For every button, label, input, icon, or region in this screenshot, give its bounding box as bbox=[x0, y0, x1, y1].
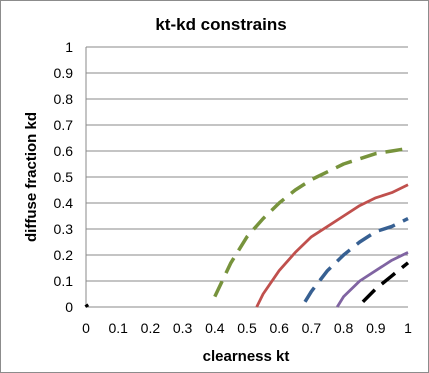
y-tick-label-5: 0.5 bbox=[54, 169, 74, 185]
x-tick-labels: 0 0.1 0.2 0.3 0.4 0.5 0.6 0.7 0.8 0.9 1 bbox=[82, 320, 412, 336]
x-tick-label-9: 0.9 bbox=[366, 320, 386, 336]
y-tick-label-9: 0.9 bbox=[54, 65, 74, 81]
x-tick-label-5: 0.5 bbox=[237, 320, 257, 336]
series-line-5 bbox=[361, 261, 410, 304]
y-tick-label-3: 0.3 bbox=[54, 221, 74, 237]
y-tick-label-2: 0.2 bbox=[54, 247, 74, 263]
series-line-6 bbox=[84, 303, 90, 308]
y-tick-label-6: 0.6 bbox=[54, 143, 74, 159]
series-line-3 bbox=[303, 217, 409, 303]
y-tick-label-10: 1 bbox=[65, 39, 73, 55]
y-tick-label-4: 0.4 bbox=[54, 195, 74, 211]
x-tick-label-6: 0.6 bbox=[269, 320, 289, 336]
y-tick-label-7: 0.7 bbox=[54, 117, 74, 133]
series-line-4 bbox=[336, 251, 409, 308]
chart-title: kt-kd constrains bbox=[155, 15, 286, 34]
series-lines bbox=[84, 146, 410, 308]
x-tick-label-2: 0.2 bbox=[141, 320, 161, 336]
series-line-2 bbox=[255, 183, 409, 308]
x-axis-title: clearness kt bbox=[203, 348, 290, 365]
x-tick-label-8: 0.8 bbox=[334, 320, 354, 336]
y-axis-title: diffuse fraction kd bbox=[23, 112, 40, 242]
x-tick-label-10: 1 bbox=[404, 320, 412, 336]
y-tick-label-0: 0 bbox=[65, 299, 73, 315]
x-tick-label-1: 0.1 bbox=[108, 320, 128, 336]
x-tick-label-0: 0 bbox=[82, 320, 90, 336]
y-tick-label-8: 0.8 bbox=[54, 91, 74, 107]
gridlines bbox=[86, 46, 408, 282]
y-tick-label-1: 0.1 bbox=[54, 273, 74, 289]
x-tick-label-3: 0.3 bbox=[173, 320, 193, 336]
series-line-1 bbox=[213, 146, 409, 298]
y-tick-labels: 0 0.1 0.2 0.3 0.4 0.5 0.6 0.7 0.8 0.9 1 bbox=[54, 39, 74, 315]
x-tick-label-7: 0.7 bbox=[302, 320, 322, 336]
x-tick-label-4: 0.4 bbox=[205, 320, 225, 336]
